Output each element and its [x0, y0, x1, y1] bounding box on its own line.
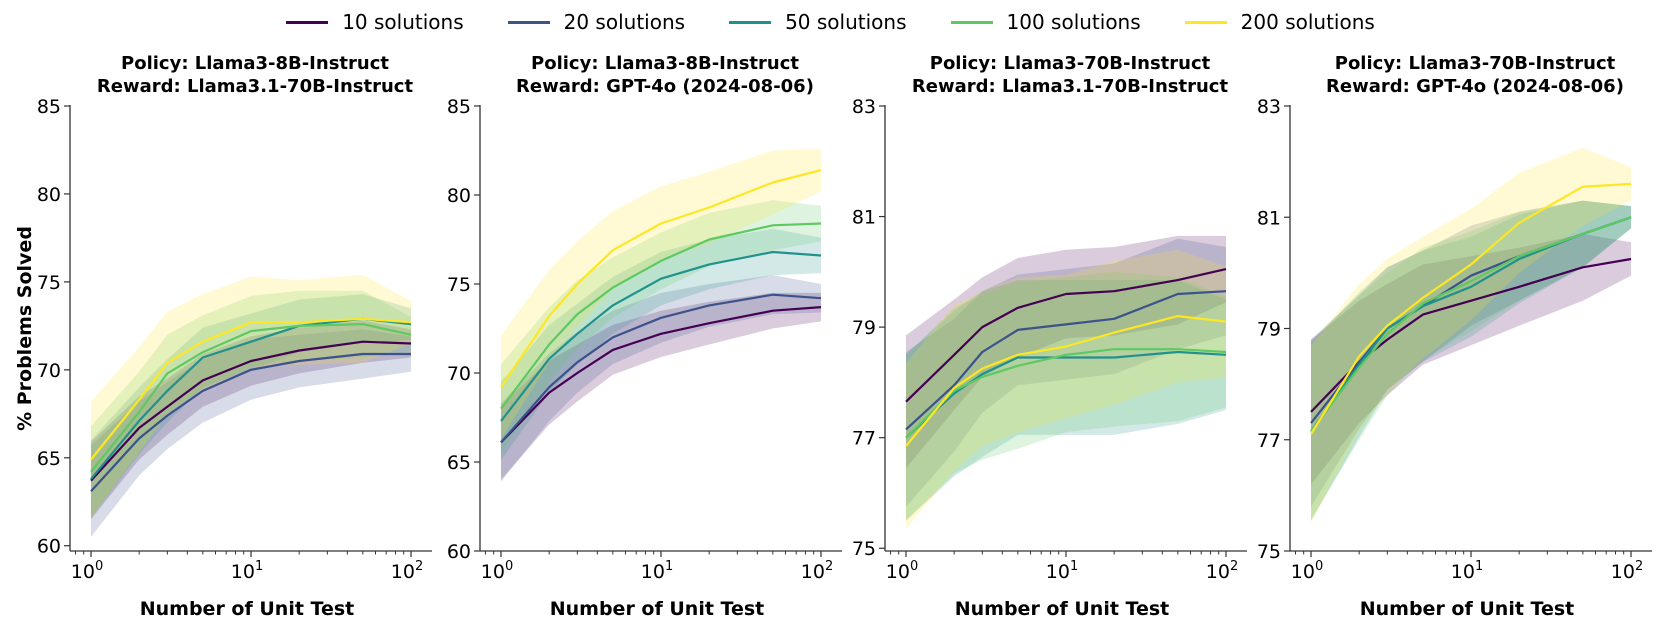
legend-swatch	[950, 20, 993, 24]
legend-label: 20 solutions	[563, 10, 686, 34]
y-tick-label: 81	[852, 207, 876, 229]
subplot-title-policy: Policy: Llama3-8B-Instruct	[531, 53, 799, 74]
legend-swatch	[1184, 20, 1227, 24]
legend-swatch	[729, 20, 772, 24]
y-tick-label: 85	[37, 96, 61, 118]
subplot-title-reward: Reward: GPT-4o (2024-08-06)	[1326, 76, 1624, 97]
confidence-band-50-solutions	[91, 294, 411, 518]
y-tick-label: 60	[37, 536, 61, 558]
series-line-100-solutions	[90, 323, 412, 473]
confidence-band-100-solutions	[906, 271, 1226, 521]
x-axis-label: Number of Unit Test	[550, 598, 765, 620]
confidence-band-100-solutions	[91, 290, 411, 518]
confidence-band-200-solutions	[501, 148, 821, 439]
x-tick-label: 102	[1206, 559, 1238, 583]
confidence-band-50-solutions	[1311, 200, 1631, 521]
series-line-200-solutions	[90, 317, 412, 461]
legend-item-100-solutions: 100 solutions	[950, 10, 1141, 34]
legend: 10 solutions 20 solutions 50 solutions 1…	[0, 10, 1661, 34]
y-tick-label: 85	[447, 96, 471, 118]
x-tick-label: 100	[1291, 559, 1323, 583]
subplot-title-policy: Policy: Llama3-8B-Instruct	[121, 53, 389, 74]
series-line-10-solutions	[905, 268, 1227, 403]
y-tick-label: 79	[1257, 319, 1281, 341]
series-line-20-solutions	[500, 293, 822, 444]
x-tick-label: 101	[1451, 559, 1483, 583]
y-tick-label: 75	[37, 272, 61, 294]
legend-item-10-solutions: 10 solutions	[286, 10, 464, 34]
x-tick-label: 102	[391, 559, 423, 583]
series-line-10-solutions	[90, 340, 412, 482]
x-tick-label: 101	[1046, 559, 1078, 583]
x-tick-label: 102	[801, 559, 833, 583]
series-line-200-solutions	[905, 315, 1227, 447]
series-line-10-solutions	[500, 306, 822, 444]
subplot-title-policy: Policy: Llama3-70B-Instruct	[1335, 53, 1616, 74]
legend-item-20-solutions: 20 solutions	[507, 10, 686, 34]
legend-label: 200 solutions	[1240, 10, 1375, 34]
confidence-band-50-solutions	[906, 280, 1226, 521]
subplot-title-reward: Reward: GPT-4o (2024-08-06)	[516, 76, 814, 97]
x-axis-label: Number of Unit Test	[140, 598, 355, 620]
y-tick-label: 83	[1257, 96, 1281, 118]
y-tick-label: 77	[852, 428, 876, 450]
y-tick-label: 81	[1257, 207, 1281, 229]
series-line-20-solutions	[905, 290, 1227, 431]
series-line-50-solutions	[500, 250, 822, 422]
x-axis-label: Number of Unit Test	[955, 598, 1170, 620]
legend-label: 10 solutions	[342, 10, 464, 34]
subplot-4: 75 77 79 81 83 100 101 102 Policy: Llama3-70B-In…	[1257, 53, 1652, 620]
confidence-band-10-solutions	[906, 235, 1226, 469]
y-tick-label: 77	[1257, 430, 1281, 452]
x-axis-label: Number of Unit Test	[1360, 598, 1575, 620]
y-tick-label: 80	[447, 185, 471, 207]
x-tick-label: 101	[641, 559, 673, 583]
y-tick-label: 65	[37, 448, 61, 470]
legend-item-200-solutions: 200 solutions	[1184, 10, 1375, 34]
series-line-100-solutions	[500, 222, 822, 410]
confidence-band-200-solutions	[91, 274, 411, 518]
series-line-100-solutions	[905, 348, 1227, 439]
x-tick-label: 100	[481, 559, 513, 583]
y-tick-label: 75	[852, 538, 876, 560]
y-tick-label: 83	[852, 96, 876, 118]
confidence-band-200-solutions	[906, 249, 1226, 529]
subplot-title-reward: Reward: Llama3.1-70B-Instruct	[912, 76, 1229, 97]
series-line-50-solutions	[905, 350, 1227, 439]
confidence-band-100-solutions	[1311, 200, 1631, 521]
legend-label: 50 solutions	[785, 10, 907, 34]
x-tick-label: 100	[71, 559, 103, 583]
series-line-200-solutions	[500, 169, 822, 388]
confidence-band-10-solutions	[1311, 233, 1631, 485]
legend-label: 100 solutions	[1006, 10, 1141, 34]
x-tick-label: 101	[231, 559, 263, 583]
series-line-100-solutions	[1310, 216, 1632, 433]
y-tick-label: 75	[447, 274, 471, 296]
x-tick-label: 102	[1611, 559, 1643, 583]
subplot-3: 75 77 79 81 83 100 101 102 Policy: Llama3-70B-In…	[852, 53, 1247, 620]
subplot-title-policy: Policy: Llama3-70B-Instruct	[930, 53, 1211, 74]
y-tick-label: 65	[447, 452, 471, 474]
subplot-title-reward: Reward: Llama3.1-70B-Instruct	[97, 76, 414, 97]
y-tick-label: 80	[37, 184, 61, 206]
subplot-1: 60 65 70 75 80 85 100 101 102 Policy: Llama3-8B-I…	[14, 53, 432, 620]
series-line-20-solutions	[90, 352, 411, 492]
y-tick-label: 60	[447, 541, 471, 563]
y-tick-label: 75	[1257, 541, 1281, 563]
x-tick-label: 100	[886, 559, 918, 583]
legend-item-50-solutions: 50 solutions	[729, 10, 907, 34]
y-axis-label: % Problems Solved	[14, 226, 36, 431]
y-tick-label: 70	[447, 363, 471, 385]
subplot-2: 60 65 70 75 80 85 100 101 102 Policy: Llama3-8B-I…	[447, 53, 842, 620]
confidence-band-200-solutions	[1311, 147, 1631, 524]
y-tick-label: 79	[852, 317, 876, 339]
series-line-200-solutions	[1310, 182, 1632, 435]
legend-swatch	[286, 20, 329, 24]
legend-swatch	[507, 20, 550, 24]
confidence-band-20-solutions	[91, 329, 411, 537]
confidence-band-10-solutions	[501, 292, 821, 480]
y-tick-label: 70	[37, 360, 61, 382]
